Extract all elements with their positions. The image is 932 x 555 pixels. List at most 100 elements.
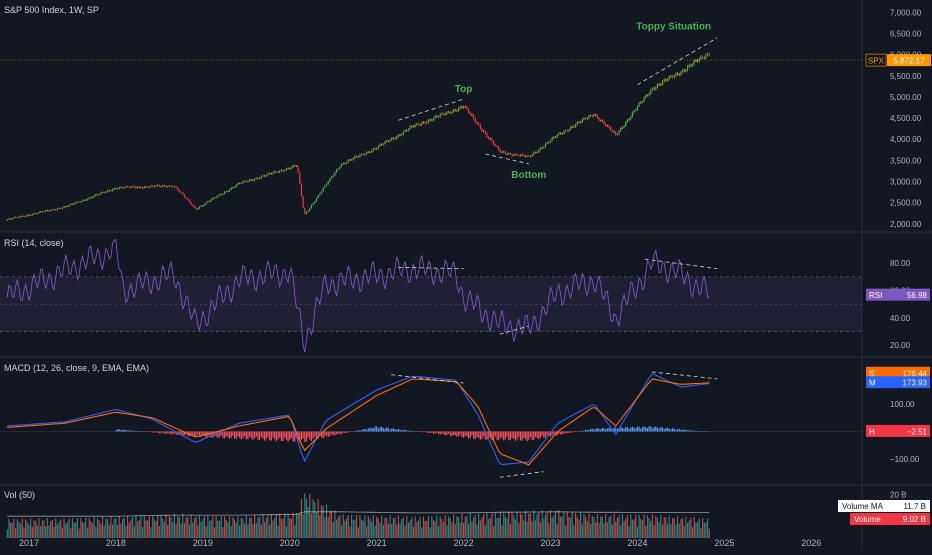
volume-bar [705,522,707,538]
macd-hist-last-badge [866,424,930,437]
macd-histogram-bar [128,430,130,432]
macd-histogram-bar [245,431,247,440]
price-candle [441,113,443,115]
volume-bar [322,506,324,538]
rsi-trendline [398,266,464,270]
volume-bar [397,515,400,538]
price-candle [101,192,104,193]
volume-bar [347,515,349,538]
macd-histogram-bar [422,431,425,433]
volume-bar [185,517,187,538]
price-candle [8,218,10,220]
volume-bar [424,520,426,538]
volume-bar [427,516,430,538]
price-candle [518,155,520,157]
volume-bar [142,527,144,538]
volume-bar [474,514,476,538]
price-candle [170,185,172,187]
macd-histogram-bar [259,431,261,440]
price-candle [574,124,577,127]
price-candle [280,170,282,172]
macd-histogram-bar [564,431,567,433]
volume-bar [521,514,523,538]
price-candle [58,208,60,209]
price-candle [217,195,219,198]
volume-bar [695,522,697,538]
volume-bar [290,518,293,538]
macd-histogram-bar [476,431,478,438]
volume-bar [20,523,22,538]
macd-histogram-bar [329,431,331,437]
macd-histogram-bar [541,431,543,436]
volume-bar [33,519,35,538]
volume-bar [167,524,169,538]
volume-bar [80,518,82,538]
volume-bar [217,520,219,538]
macd-histogram-bar [650,426,652,432]
macd-histogram-bar [210,431,212,438]
price-candle [401,134,403,136]
volume-bar [621,514,624,538]
price-candle [391,138,393,141]
price-candle [578,122,580,123]
volume-bar [30,518,32,538]
macd-histogram-bar [528,431,530,440]
macd-histogram-bar [534,431,537,437]
macd-histogram-bar [574,431,577,433]
volume-bar [299,513,301,538]
rsi-last-badge-value: 56.98 [907,291,928,300]
macd-histogram-bar [473,431,475,439]
price-candle [683,70,685,71]
volume-bar [305,498,308,538]
price-candle [160,186,162,188]
volume-bar [319,514,321,538]
macd-histogram-bar [250,431,252,439]
volume-bar [302,514,304,538]
macd-histogram-bar [543,431,545,438]
volume-bar [362,520,364,538]
price-candle [352,158,354,160]
volume-bar [412,526,415,538]
price-candle [638,102,640,107]
volume-bar [23,527,25,538]
macd-histogram-bar [165,431,167,434]
macd-histogram-bar [688,430,690,432]
volume-bar [499,512,501,538]
volume-bar [526,521,528,538]
volume-bar [610,515,612,538]
price-candle [264,175,266,177]
macd-histogram-bar [692,430,694,432]
price-candle [35,213,37,215]
macd-histogram-bar [237,431,239,437]
price-candle [613,131,615,133]
volume-bar [345,518,348,538]
volume-bar [192,522,194,538]
volume-bar [471,521,473,538]
macd-histogram-bar [352,431,354,432]
macd-histogram-bar [203,431,206,437]
macd-trendline [391,374,464,384]
price-candle [96,194,99,196]
price-candle [559,133,562,134]
price-candle [15,216,17,218]
volume-bar [670,523,672,538]
macd-histogram-bar [514,431,517,441]
price-candle [228,189,231,192]
volume-bar [210,519,212,538]
price-candle [68,204,70,207]
macd-histogram-bar [506,431,508,437]
volume-bar [598,523,600,538]
macd-histogram-bar [620,427,622,432]
rsi-axis-tick: 40.00 [890,314,911,323]
price-candle [483,131,485,132]
macd-histogram-bar [147,431,149,433]
macd-histogram-bar [459,431,461,435]
volume-bar [48,525,50,538]
price-candle [330,176,333,179]
price-candle [611,130,613,132]
price-candle [539,147,542,150]
macd-histogram-bar [513,431,515,439]
volume-bar [369,518,371,538]
